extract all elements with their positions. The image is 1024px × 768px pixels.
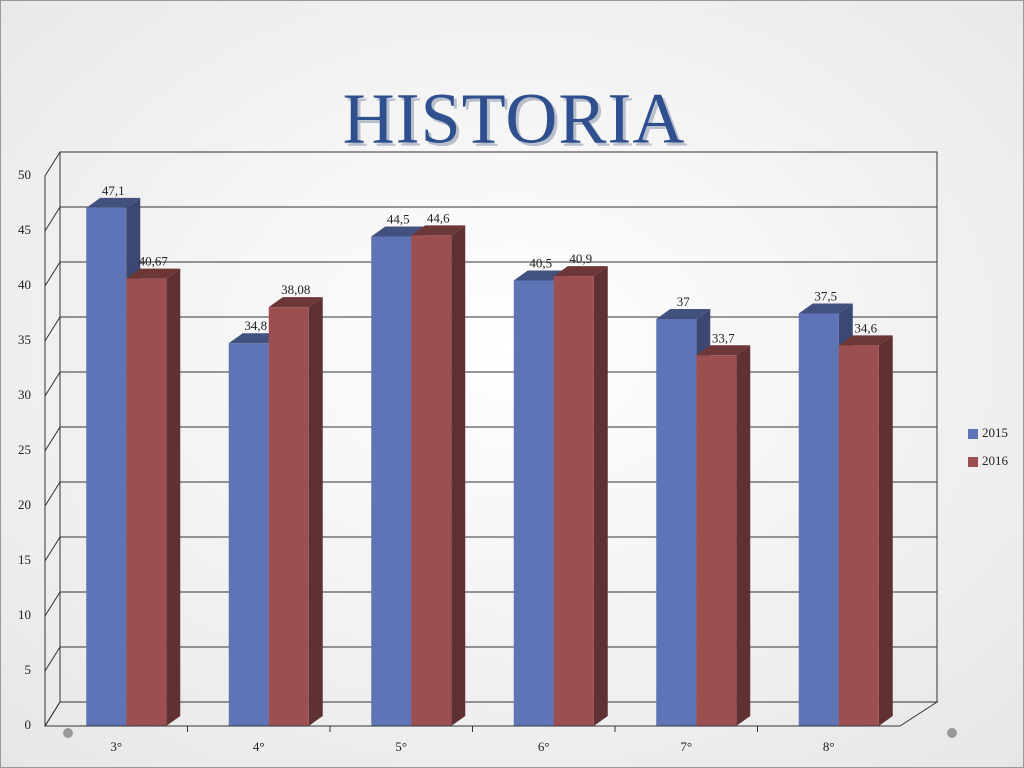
bar — [86, 207, 127, 726]
value-label: 47,1 — [102, 183, 125, 198]
grid-depth — [44, 701, 61, 727]
bar — [513, 280, 554, 726]
bar-side — [593, 266, 608, 726]
bar-top — [411, 225, 466, 236]
value-label: 44,5 — [387, 211, 410, 226]
y-tick-label: 5 — [25, 662, 32, 677]
y-tick-label: 15 — [18, 552, 31, 567]
title-shadow: HISTORIA — [346, 82, 689, 162]
value-label: 40,9 — [569, 251, 592, 266]
bar-side — [308, 297, 323, 726]
decor-dot — [63, 728, 73, 738]
x-tick-label: 5° — [395, 739, 407, 754]
value-label: 33,7 — [712, 330, 735, 345]
y-tick-label: 20 — [18, 497, 31, 512]
bar-side — [451, 225, 466, 726]
value-label: 40,5 — [529, 255, 552, 270]
grid-depth — [44, 151, 61, 177]
grid-depth — [44, 316, 61, 342]
bar — [268, 307, 309, 726]
bar — [228, 343, 269, 726]
bar — [411, 235, 452, 726]
bar — [126, 278, 167, 726]
chart-title: HISTORIA — [343, 79, 686, 159]
grid-depth — [44, 536, 61, 562]
bar-top — [656, 309, 711, 319]
y-tick-label: 30 — [18, 387, 31, 402]
grid-depth — [44, 426, 61, 452]
bar-top — [371, 226, 426, 237]
grid-depth — [44, 481, 61, 507]
x-tick-label: 3° — [110, 739, 122, 754]
bar-side — [878, 335, 893, 726]
bar-side — [166, 268, 181, 726]
bar-side — [736, 345, 751, 726]
legend-swatch — [968, 429, 978, 439]
x-tick-label: 4° — [253, 739, 265, 754]
grid-depth — [44, 646, 61, 672]
bar-top — [838, 335, 893, 346]
value-label: 44,6 — [427, 210, 450, 225]
y-tick-label: 10 — [18, 607, 31, 622]
grid-depth — [44, 206, 61, 232]
bar — [553, 276, 594, 726]
bar — [696, 355, 737, 726]
y-tick-label: 45 — [18, 222, 31, 237]
bar-top — [268, 297, 323, 308]
y-tick-label: 40 — [18, 277, 31, 292]
bar-top — [798, 303, 853, 314]
grid-depth — [44, 371, 61, 397]
bar — [798, 313, 839, 726]
value-label: 37 — [677, 294, 691, 309]
bar — [656, 319, 697, 726]
value-label: 37,5 — [814, 288, 837, 303]
grid-depth — [44, 591, 61, 617]
x-tick-label: 8° — [823, 739, 835, 754]
y-tick-label: 0 — [25, 717, 32, 732]
grid-depth — [44, 261, 61, 287]
bar-top — [553, 266, 608, 277]
y-tick-label: 25 — [18, 442, 31, 457]
bar — [371, 236, 412, 726]
x-tick-label: 7° — [680, 739, 692, 754]
value-label: 34,6 — [854, 320, 877, 335]
legend-label: 2015 — [982, 425, 1008, 440]
bar-top — [696, 345, 751, 356]
bar-top — [86, 197, 141, 208]
y-tick-label: 50 — [18, 167, 31, 182]
value-label: 38,08 — [281, 282, 310, 297]
legend-label: 2016 — [982, 453, 1009, 468]
y-tick-label: 35 — [18, 332, 31, 347]
bar — [838, 345, 879, 726]
decor-dot — [947, 728, 957, 738]
legend-swatch — [968, 457, 978, 467]
value-label: 34,8 — [244, 318, 267, 333]
x-tick-label: 6° — [538, 739, 550, 754]
bar-top — [126, 268, 181, 279]
value-label: 40,67 — [139, 254, 169, 269]
